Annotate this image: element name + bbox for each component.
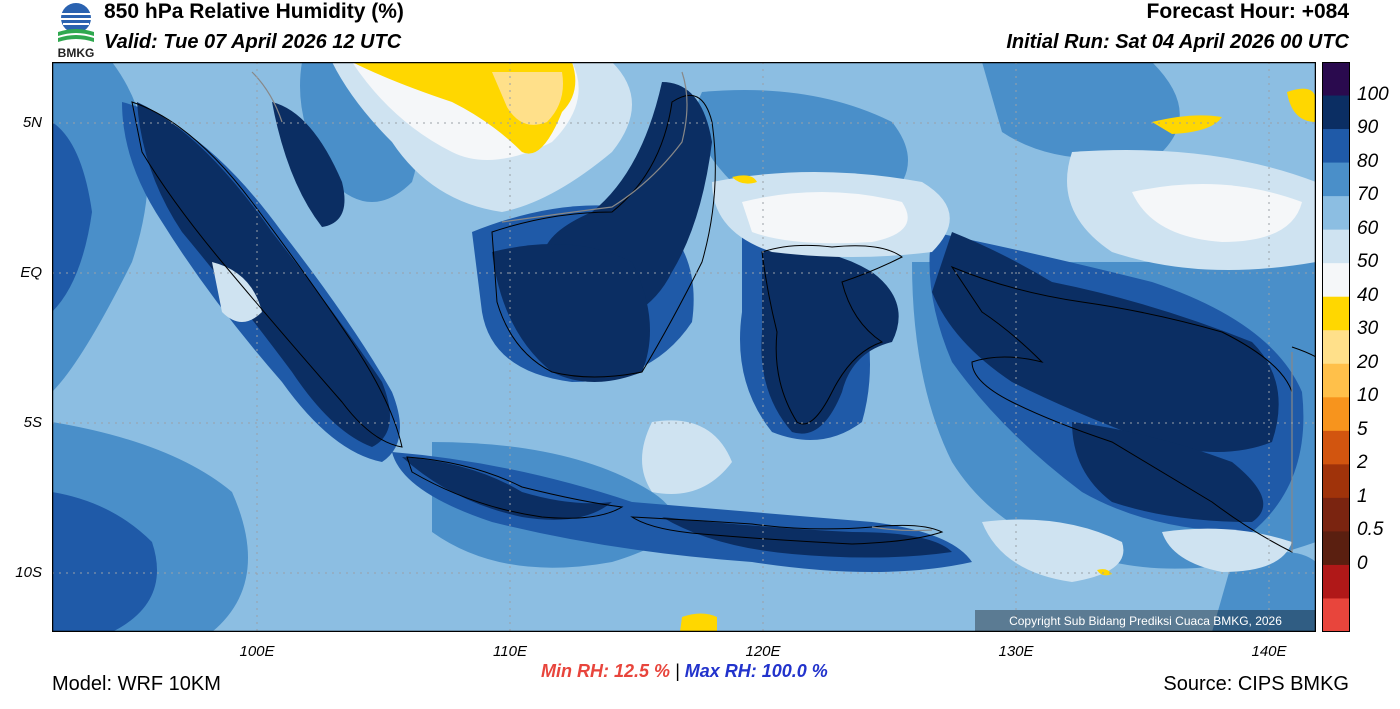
colorbar-swatch	[1322, 162, 1350, 197]
lon-label-140e: 140E	[1251, 643, 1287, 660]
colorbar-label: 80	[1357, 150, 1379, 172]
colorbar-label: 5	[1357, 418, 1368, 440]
colorbar-label: 1	[1357, 485, 1368, 507]
colorbar-label: 100	[1357, 83, 1389, 105]
colorbar-swatch	[1322, 564, 1350, 600]
colorbar-label: 0.5	[1357, 519, 1384, 541]
humidity-map	[52, 62, 1316, 632]
colorbar-swatch	[1322, 330, 1350, 365]
colorbar-frame	[1322, 62, 1350, 632]
rh-field-90-100	[137, 82, 1279, 558]
colorbar-swatch	[1322, 497, 1350, 533]
colorbar-swatch	[1322, 95, 1350, 130]
colorbar-swatch	[1322, 196, 1350, 231]
colorbar-swatch	[1322, 464, 1350, 499]
lat-label-eq: EQ	[20, 264, 42, 281]
colorbar-swatch	[1322, 598, 1350, 632]
rh-field-dry	[352, 62, 1316, 632]
forecast-hour: Forecast Hour: +084	[1146, 0, 1350, 23]
lat-label-5n: 5N	[22, 114, 42, 131]
rh-stats: Min RH: 12.5 % | Max RH: 100.0 %	[541, 661, 828, 682]
colorbar-label: 2	[1357, 452, 1368, 474]
lat-label-10s: 10S	[15, 564, 42, 581]
colorbar-label: 40	[1357, 284, 1379, 306]
colorbar-swatch	[1322, 397, 1350, 432]
lon-label-130e: 130E	[998, 643, 1034, 660]
borders	[251, 71, 1293, 552]
colorbar-swatch	[1322, 62, 1350, 97]
colorbar-swatch	[1322, 430, 1350, 465]
initial-run: Initial Run: Sat 04 April 2026 00 UTC	[1006, 31, 1349, 53]
colorbar-swatch	[1322, 263, 1350, 298]
coastlines	[131, 94, 1316, 553]
model-label: Model: WRF 10KM	[52, 673, 221, 695]
colorbar	[1322, 62, 1350, 632]
copyright-notice: Copyright Sub Bidang Prediksi Cuaca BMKG…	[975, 610, 1316, 632]
colorbar-label: 30	[1357, 318, 1379, 340]
colorbar-label: 50	[1357, 251, 1379, 273]
bmkg-logo: BMKG	[58, 3, 95, 60]
grid-lines	[52, 62, 1316, 632]
stats-separator: |	[670, 661, 685, 681]
lat-label-5s: 5S	[23, 414, 42, 431]
colorbar-swatch	[1322, 363, 1350, 398]
colorbar-swatch	[1322, 531, 1350, 566]
max-rh: Max RH: 100.0 %	[684, 661, 828, 681]
lon-label-100e: 100E	[239, 643, 275, 660]
colorbar-label: 60	[1357, 217, 1379, 239]
chart-title: 850 hPa Relative Humidity (%)	[104, 0, 404, 23]
source-label: Source: CIPS BMKG	[1163, 673, 1349, 695]
valid-time: Valid: Tue 07 April 2026 12 UTC	[104, 31, 402, 53]
colorbar-swatch	[1322, 229, 1350, 264]
min-rh: Min RH: 12.5 %	[541, 661, 671, 681]
colorbar-label: 0	[1357, 552, 1368, 574]
colorbar-swatch	[1322, 296, 1350, 331]
svg-text:BMKG: BMKG	[58, 46, 95, 60]
colorbar-label: 20	[1357, 351, 1379, 373]
colorbar-label: 90	[1357, 117, 1379, 139]
colorbar-label: 10	[1357, 385, 1379, 407]
colorbar-swatch	[1322, 129, 1350, 164]
colorbar-label: 70	[1357, 184, 1379, 206]
lon-label-110e: 110E	[493, 643, 527, 660]
lon-label-120e: 120E	[745, 643, 781, 660]
